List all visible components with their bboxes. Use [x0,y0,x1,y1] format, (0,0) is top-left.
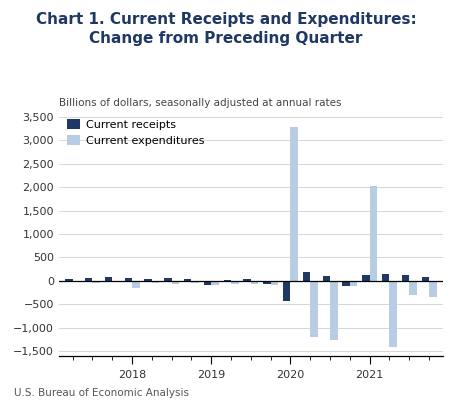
Bar [381,274,389,281]
Bar [124,278,132,281]
Bar [389,281,396,347]
Bar [191,281,198,283]
Bar [223,280,230,281]
Legend: Current receipts, Current expenditures: Current receipts, Current expenditures [63,114,208,150]
Text: U.S. Bureau of Economic Analysis: U.S. Bureau of Economic Analysis [14,388,188,398]
Bar [211,281,218,285]
Bar [421,277,428,281]
Bar [349,281,357,286]
Bar [282,281,290,301]
Bar [144,279,152,281]
Bar [401,275,409,281]
Bar [230,281,238,284]
Bar [65,278,73,281]
Bar [184,278,191,281]
Bar [329,281,337,340]
Bar [243,279,250,281]
Bar [85,278,92,281]
Bar [132,281,139,288]
Bar [112,281,120,282]
Bar [203,281,211,285]
Bar [164,278,171,281]
Bar [302,272,309,281]
Bar [152,281,159,283]
Bar [290,126,297,281]
Text: Chart 1. Current Receipts and Expenditures:
Change from Preceding Quarter: Chart 1. Current Receipts and Expenditur… [36,12,415,46]
Bar [428,281,436,297]
Bar [171,281,179,284]
Text: Billions of dollars, seasonally adjusted at annual rates: Billions of dollars, seasonally adjusted… [59,98,341,108]
Bar [262,281,270,284]
Bar [105,277,112,281]
Bar [341,281,349,286]
Bar [322,276,329,281]
Bar [250,281,258,284]
Bar [92,281,100,283]
Bar [73,281,80,282]
Bar [409,281,416,295]
Bar [361,275,369,281]
Bar [309,281,317,337]
Bar [369,186,377,281]
Bar [270,281,277,285]
